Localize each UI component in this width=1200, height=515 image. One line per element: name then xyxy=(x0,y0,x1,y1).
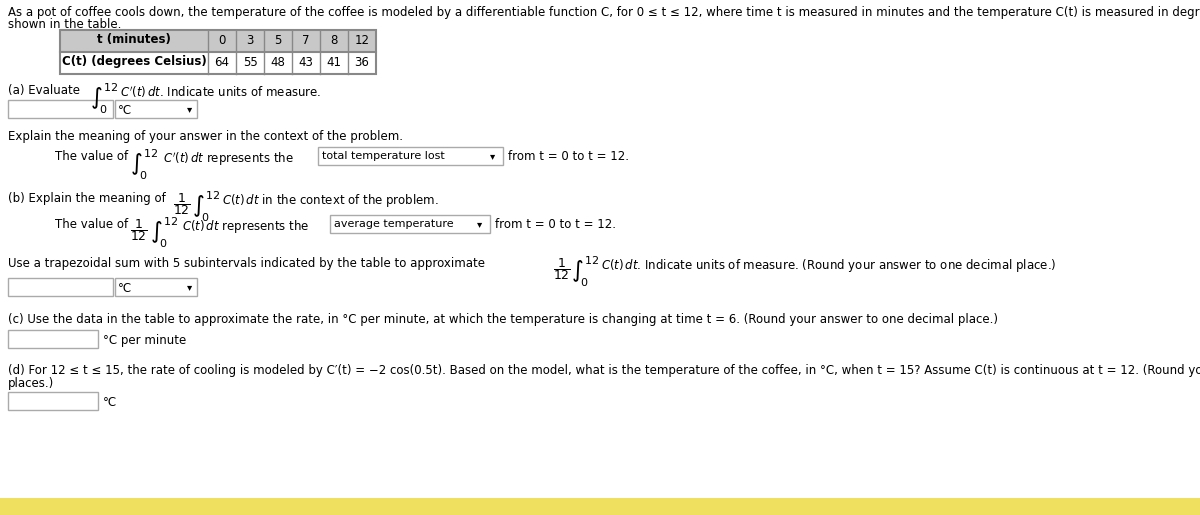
Text: °C: °C xyxy=(118,282,132,295)
Text: 12: 12 xyxy=(354,33,370,46)
Text: 43: 43 xyxy=(299,56,313,68)
Text: 64: 64 xyxy=(215,56,229,68)
Text: ▾: ▾ xyxy=(478,219,482,229)
Text: $C(t)\,dt$. Indicate units of measure. (Round your answer to one decimal place.): $C(t)\,dt$. Indicate units of measure. (… xyxy=(601,257,1056,274)
Text: total temperature lost: total temperature lost xyxy=(322,151,445,161)
Text: average temperature: average temperature xyxy=(334,219,454,229)
Text: $\dfrac{1}{12}$: $\dfrac{1}{12}$ xyxy=(173,191,191,217)
Bar xyxy=(60,30,376,52)
Text: 3: 3 xyxy=(246,33,253,46)
Text: $\int_{\!0}^{12}$: $\int_{\!0}^{12}$ xyxy=(192,190,221,225)
Text: places.): places.) xyxy=(8,377,54,390)
Text: $C'(t)\,dt$. Indicate units of measure.: $C'(t)\,dt$. Indicate units of measure. xyxy=(120,84,322,99)
Text: from t = 0 to t = 12.: from t = 0 to t = 12. xyxy=(508,150,629,163)
Text: 8: 8 xyxy=(330,33,337,46)
Text: $\int_{\!0}^{12}$: $\int_{\!0}^{12}$ xyxy=(150,216,179,250)
Text: ▾: ▾ xyxy=(490,151,496,161)
Text: C(t) (degrees Celsius): C(t) (degrees Celsius) xyxy=(61,56,206,68)
Text: $C(t)\,dt$ in the context of the problem.: $C(t)\,dt$ in the context of the problem… xyxy=(222,192,439,209)
Text: 36: 36 xyxy=(354,56,370,68)
Text: 7: 7 xyxy=(302,33,310,46)
Bar xyxy=(8,100,113,118)
Bar xyxy=(8,330,98,348)
Bar xyxy=(115,278,197,296)
Text: Explain the meaning of your answer in the context of the problem.: Explain the meaning of your answer in th… xyxy=(8,130,403,143)
Text: °C: °C xyxy=(118,104,132,117)
Text: 5: 5 xyxy=(275,33,282,46)
Text: °C per minute: °C per minute xyxy=(103,334,186,347)
Text: $\int_{\!0}^{12}$: $\int_{\!0}^{12}$ xyxy=(90,82,119,116)
Text: shown in the table.: shown in the table. xyxy=(8,18,121,31)
Text: 55: 55 xyxy=(242,56,257,68)
Bar xyxy=(8,278,113,296)
Bar xyxy=(330,215,490,233)
Text: Use a trapezoidal sum with 5 subintervals indicated by the table to approximate: Use a trapezoidal sum with 5 subinterval… xyxy=(8,257,485,270)
Text: The value of: The value of xyxy=(55,150,128,163)
Text: $\int_{\!0}^{12}$: $\int_{\!0}^{12}$ xyxy=(571,255,600,289)
Text: (a) Evaluate: (a) Evaluate xyxy=(8,84,80,97)
Text: $\dfrac{1}{12}$: $\dfrac{1}{12}$ xyxy=(130,217,148,243)
Text: from t = 0 to t = 12.: from t = 0 to t = 12. xyxy=(496,218,616,231)
Text: °C: °C xyxy=(103,396,118,409)
Text: $\int_{\!0}^{12}$: $\int_{\!0}^{12}$ xyxy=(130,148,158,182)
Bar xyxy=(60,52,376,74)
Bar xyxy=(115,100,197,118)
Bar xyxy=(60,30,376,74)
Text: 41: 41 xyxy=(326,56,342,68)
Bar xyxy=(318,147,503,165)
Text: (c) Use the data in the table to approximate the rate, in °C per minute, at whic: (c) Use the data in the table to approxi… xyxy=(8,313,998,326)
Text: ▾: ▾ xyxy=(187,104,192,114)
Text: t (minutes): t (minutes) xyxy=(97,33,170,46)
Bar xyxy=(8,392,98,410)
Text: The value of: The value of xyxy=(55,218,128,231)
Text: $\dfrac{1}{12}$: $\dfrac{1}{12}$ xyxy=(553,256,571,282)
Text: (b) Explain the meaning of: (b) Explain the meaning of xyxy=(8,192,166,205)
Text: $C'(t)\,dt$ represents the: $C'(t)\,dt$ represents the xyxy=(163,150,294,167)
Text: ▾: ▾ xyxy=(187,282,192,292)
Text: As a pot of coffee cools down, the temperature of the coffee is modeled by a dif: As a pot of coffee cools down, the tempe… xyxy=(8,6,1200,19)
Text: $C(t)\,dt$ represents the: $C(t)\,dt$ represents the xyxy=(182,218,310,235)
Text: 0: 0 xyxy=(218,33,226,46)
Text: 48: 48 xyxy=(270,56,286,68)
Text: (d) For 12 ≤ t ≤ 15, the rate of cooling is modeled by C′(t) = −2 cos(0.5t). Bas: (d) For 12 ≤ t ≤ 15, the rate of cooling… xyxy=(8,364,1200,377)
Bar xyxy=(0,498,1200,515)
